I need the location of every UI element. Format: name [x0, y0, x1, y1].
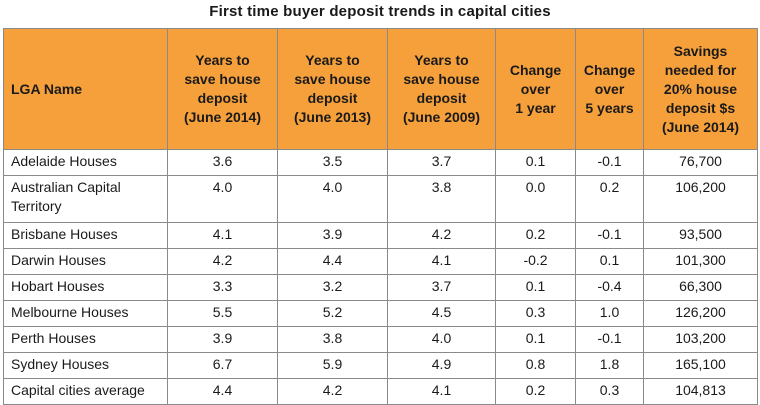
table-cell: 3.8 [387, 175, 496, 223]
table-cell: 3.9 [167, 326, 278, 353]
table-cell: 93,500 [643, 222, 758, 249]
table-cell: 4.0 [277, 175, 388, 223]
table-cell: 0.2 [575, 175, 644, 223]
row-label: Capital cities average [3, 378, 168, 405]
table-cell: 4.0 [167, 175, 278, 223]
table-row: Australian Capital Territory 4.0 4.0 3.8… [3, 175, 758, 223]
table-cell: 4.2 [167, 248, 278, 275]
table-cell: 76,700 [643, 149, 758, 176]
row-label: Sydney Houses [3, 352, 168, 379]
deposit-trends-table: LGA Name Years to save house deposit (Ju… [3, 28, 758, 405]
table-cell: 0.8 [495, 352, 576, 379]
table-row: Melbourne Houses 5.5 5.2 4.5 0.3 1.0 126… [3, 300, 758, 327]
table-cell: 106,200 [643, 175, 758, 223]
row-label: Brisbane Houses [3, 222, 168, 249]
column-header-years-2009: Years to save house deposit (June 2009) [387, 28, 496, 150]
table-cell: 1.0 [575, 300, 644, 327]
table-row: Darwin Houses 4.2 4.4 4.1 -0.2 0.1 101,3… [3, 248, 758, 275]
table-cell: 3.5 [277, 149, 388, 176]
table-cell: 126,200 [643, 300, 758, 327]
table-cell: 4.1 [387, 378, 496, 405]
table-cell: 4.1 [387, 248, 496, 275]
table-row: Hobart Houses 3.3 3.2 3.7 0.1 -0.4 66,30… [3, 274, 758, 301]
table-cell: 3.2 [277, 274, 388, 301]
table-cell: 165,100 [643, 352, 758, 379]
table-cell: 4.2 [387, 222, 496, 249]
column-header-years-2013: Years to save house deposit (June 2013) [277, 28, 388, 150]
table-cell: 4.2 [277, 378, 388, 405]
row-label: Australian Capital Territory [3, 175, 168, 223]
table-cell: 103,200 [643, 326, 758, 353]
table-row: Adelaide Houses 3.6 3.5 3.7 0.1 -0.1 76,… [3, 149, 758, 176]
table-cell: 0.3 [575, 378, 644, 405]
column-header-lga-name: LGA Name [3, 28, 168, 150]
table-cell: 101,300 [643, 248, 758, 275]
table-cell: -0.1 [575, 326, 644, 353]
table-cell: 3.7 [387, 149, 496, 176]
table-cell: 1.8 [575, 352, 644, 379]
table-cell: 3.6 [167, 149, 278, 176]
table-cell: 0.2 [495, 222, 576, 249]
table-cell: 3.9 [277, 222, 388, 249]
table-cell: 0.3 [495, 300, 576, 327]
row-label: Hobart Houses [3, 274, 168, 301]
row-label: Melbourne Houses [3, 300, 168, 327]
table-cell: 0.2 [495, 378, 576, 405]
table-cell: 4.4 [167, 378, 278, 405]
table-cell: 4.9 [387, 352, 496, 379]
table-cell: 5.9 [277, 352, 388, 379]
table-cell: -0.1 [575, 222, 644, 249]
table-cell: 3.3 [167, 274, 278, 301]
table-row: Perth Houses 3.9 3.8 4.0 0.1 -0.1 103,20… [3, 326, 758, 353]
table-cell: 6.7 [167, 352, 278, 379]
table-cell: 4.0 [387, 326, 496, 353]
row-label: Adelaide Houses [3, 149, 168, 176]
row-label: Darwin Houses [3, 248, 168, 275]
table-cell: 5.2 [277, 300, 388, 327]
table-row: Capital cities average 4.4 4.2 4.1 0.2 0… [3, 378, 758, 405]
table-cell: 0.1 [495, 274, 576, 301]
table-cell: 3.7 [387, 274, 496, 301]
table-cell: -0.1 [575, 149, 644, 176]
table-row: Sydney Houses 6.7 5.9 4.9 0.8 1.8 165,10… [3, 352, 758, 379]
column-header-years-2014: Years to save house deposit (June 2014) [167, 28, 278, 150]
header-row: LGA Name Years to save house deposit (Ju… [3, 28, 758, 150]
table-cell: 0.1 [495, 149, 576, 176]
row-label: Perth Houses [3, 326, 168, 353]
table-cell: 0.0 [495, 175, 576, 223]
table-cell: 0.1 [575, 248, 644, 275]
table-cell: 4.1 [167, 222, 278, 249]
table-cell: 4.4 [277, 248, 388, 275]
column-header-savings-needed: Savings needed for 20% house deposit $s … [643, 28, 758, 150]
table-cell: 3.8 [277, 326, 388, 353]
table-title: First time buyer deposit trends in capit… [209, 3, 551, 20]
column-header-change-5-years: Change over 5 years [575, 28, 644, 150]
table-cell: 66,300 [643, 274, 758, 301]
table-row: Brisbane Houses 4.1 3.9 4.2 0.2 -0.1 93,… [3, 222, 758, 249]
table-cell: 4.5 [387, 300, 496, 327]
column-header-change-1-year: Change over 1 year [495, 28, 576, 150]
table-cell: -0.2 [495, 248, 576, 275]
table-cell: 5.5 [167, 300, 278, 327]
table-cell: -0.4 [575, 274, 644, 301]
table-cell: 0.1 [495, 326, 576, 353]
table-cell: 104,813 [643, 378, 758, 405]
